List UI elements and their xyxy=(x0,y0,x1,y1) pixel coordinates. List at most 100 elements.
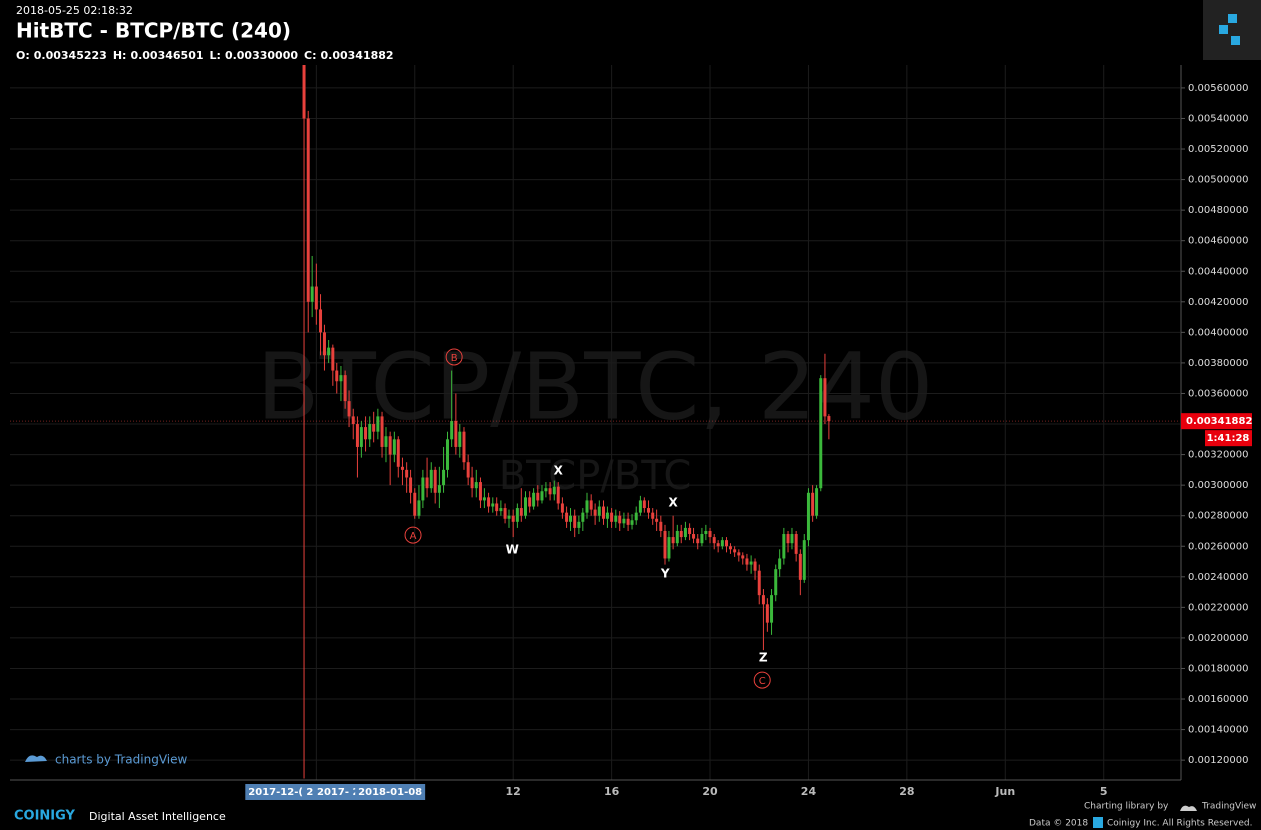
candle-body xyxy=(532,492,536,507)
candle-body xyxy=(647,508,651,513)
candle xyxy=(310,255,314,318)
candle-body xyxy=(487,497,491,507)
candle-body xyxy=(470,477,474,489)
candle xyxy=(359,420,363,458)
candle-body xyxy=(675,530,679,544)
candle xyxy=(507,509,511,528)
candle-body xyxy=(770,595,774,623)
x-tick-label: 5 xyxy=(1100,785,1108,798)
candle xyxy=(704,524,708,541)
candle xyxy=(798,549,802,596)
candle xyxy=(364,416,368,452)
candle-body xyxy=(712,537,716,544)
candle-body xyxy=(491,503,495,507)
candle-body xyxy=(327,347,331,356)
candle-body xyxy=(433,469,437,493)
last-price-box xyxy=(1181,413,1252,430)
candle-body xyxy=(634,512,638,521)
candle xyxy=(716,540,720,553)
candle-body xyxy=(466,462,470,478)
candle-body xyxy=(445,439,449,470)
x-tick-label: 28 xyxy=(899,785,914,798)
candle-body xyxy=(700,534,704,544)
candle xyxy=(601,500,605,525)
candle xyxy=(322,324,326,371)
candle-body xyxy=(400,466,404,470)
candle-body xyxy=(499,508,503,512)
candle xyxy=(573,509,577,538)
countdown-box xyxy=(1205,430,1252,447)
candle xyxy=(745,553,749,571)
candle xyxy=(667,530,671,562)
candle xyxy=(339,365,343,402)
candle-body xyxy=(540,491,544,501)
candle-body xyxy=(478,482,482,501)
y-tick-label: 0.00560000 xyxy=(1188,83,1248,94)
candle-body xyxy=(322,332,326,356)
y-tick-label: 0.00360000 xyxy=(1188,388,1248,399)
tv-badge[interactable]: charts by TradingView xyxy=(25,753,187,767)
candle-body xyxy=(355,424,359,447)
y-tick-label: 0.00260000 xyxy=(1188,541,1248,552)
candle-body xyxy=(552,486,556,495)
y-tick-label: 0.00140000 xyxy=(1188,725,1248,736)
candle-body xyxy=(482,497,486,501)
candle xyxy=(737,549,741,562)
candle xyxy=(749,555,753,574)
candle xyxy=(532,488,536,510)
candle xyxy=(515,503,519,528)
ohlc-value: 0.00345223 xyxy=(34,49,107,62)
candle xyxy=(454,393,458,455)
y-tick-label: 0.00120000 xyxy=(1188,755,1248,766)
candle xyxy=(376,408,380,440)
ohlc-value: 0.00330000 xyxy=(225,49,298,62)
candle xyxy=(827,414,831,440)
candle-body xyxy=(794,534,798,554)
candle xyxy=(765,598,769,632)
candle xyxy=(319,294,323,356)
x-highlight-box xyxy=(314,784,363,800)
ohlc-label: L: xyxy=(210,49,221,62)
annotation: Y xyxy=(660,567,670,581)
candle xyxy=(728,543,732,554)
annotation-circle xyxy=(753,671,771,689)
candle-body xyxy=(581,512,585,522)
candle xyxy=(495,497,499,516)
candle-body xyxy=(351,416,355,425)
candle-body xyxy=(396,439,400,467)
candle xyxy=(392,431,396,463)
candle-body xyxy=(384,436,388,447)
candle xyxy=(368,416,372,447)
candle-body xyxy=(589,500,593,510)
candle-body xyxy=(347,401,351,417)
candle-body xyxy=(692,534,696,539)
candle-body xyxy=(716,543,720,547)
ohlc-label: H: xyxy=(113,49,127,62)
candle-body xyxy=(339,375,343,382)
candle xyxy=(400,457,404,486)
logo-box xyxy=(1203,0,1261,60)
tv-badge-text[interactable]: charts by TradingView xyxy=(55,753,187,767)
candle-body xyxy=(749,561,753,565)
candle xyxy=(302,65,306,779)
candles xyxy=(302,65,831,779)
candle xyxy=(770,589,774,635)
candle-body xyxy=(696,538,700,544)
candle-body xyxy=(523,497,527,516)
candle xyxy=(442,446,446,493)
x-highlight-box xyxy=(355,784,426,800)
candle xyxy=(802,534,806,583)
y-tick-label: 0.00400000 xyxy=(1188,327,1248,338)
candle xyxy=(445,431,449,478)
candle xyxy=(380,411,384,458)
candle-body xyxy=(593,509,597,516)
candle xyxy=(605,506,609,528)
candle-body xyxy=(560,503,564,513)
candle-body xyxy=(577,521,581,528)
candle-body xyxy=(544,488,548,492)
candle xyxy=(417,485,421,519)
candle-body xyxy=(519,508,523,516)
annotation: B xyxy=(451,353,458,364)
candle-body xyxy=(417,500,421,516)
candle xyxy=(413,488,417,519)
